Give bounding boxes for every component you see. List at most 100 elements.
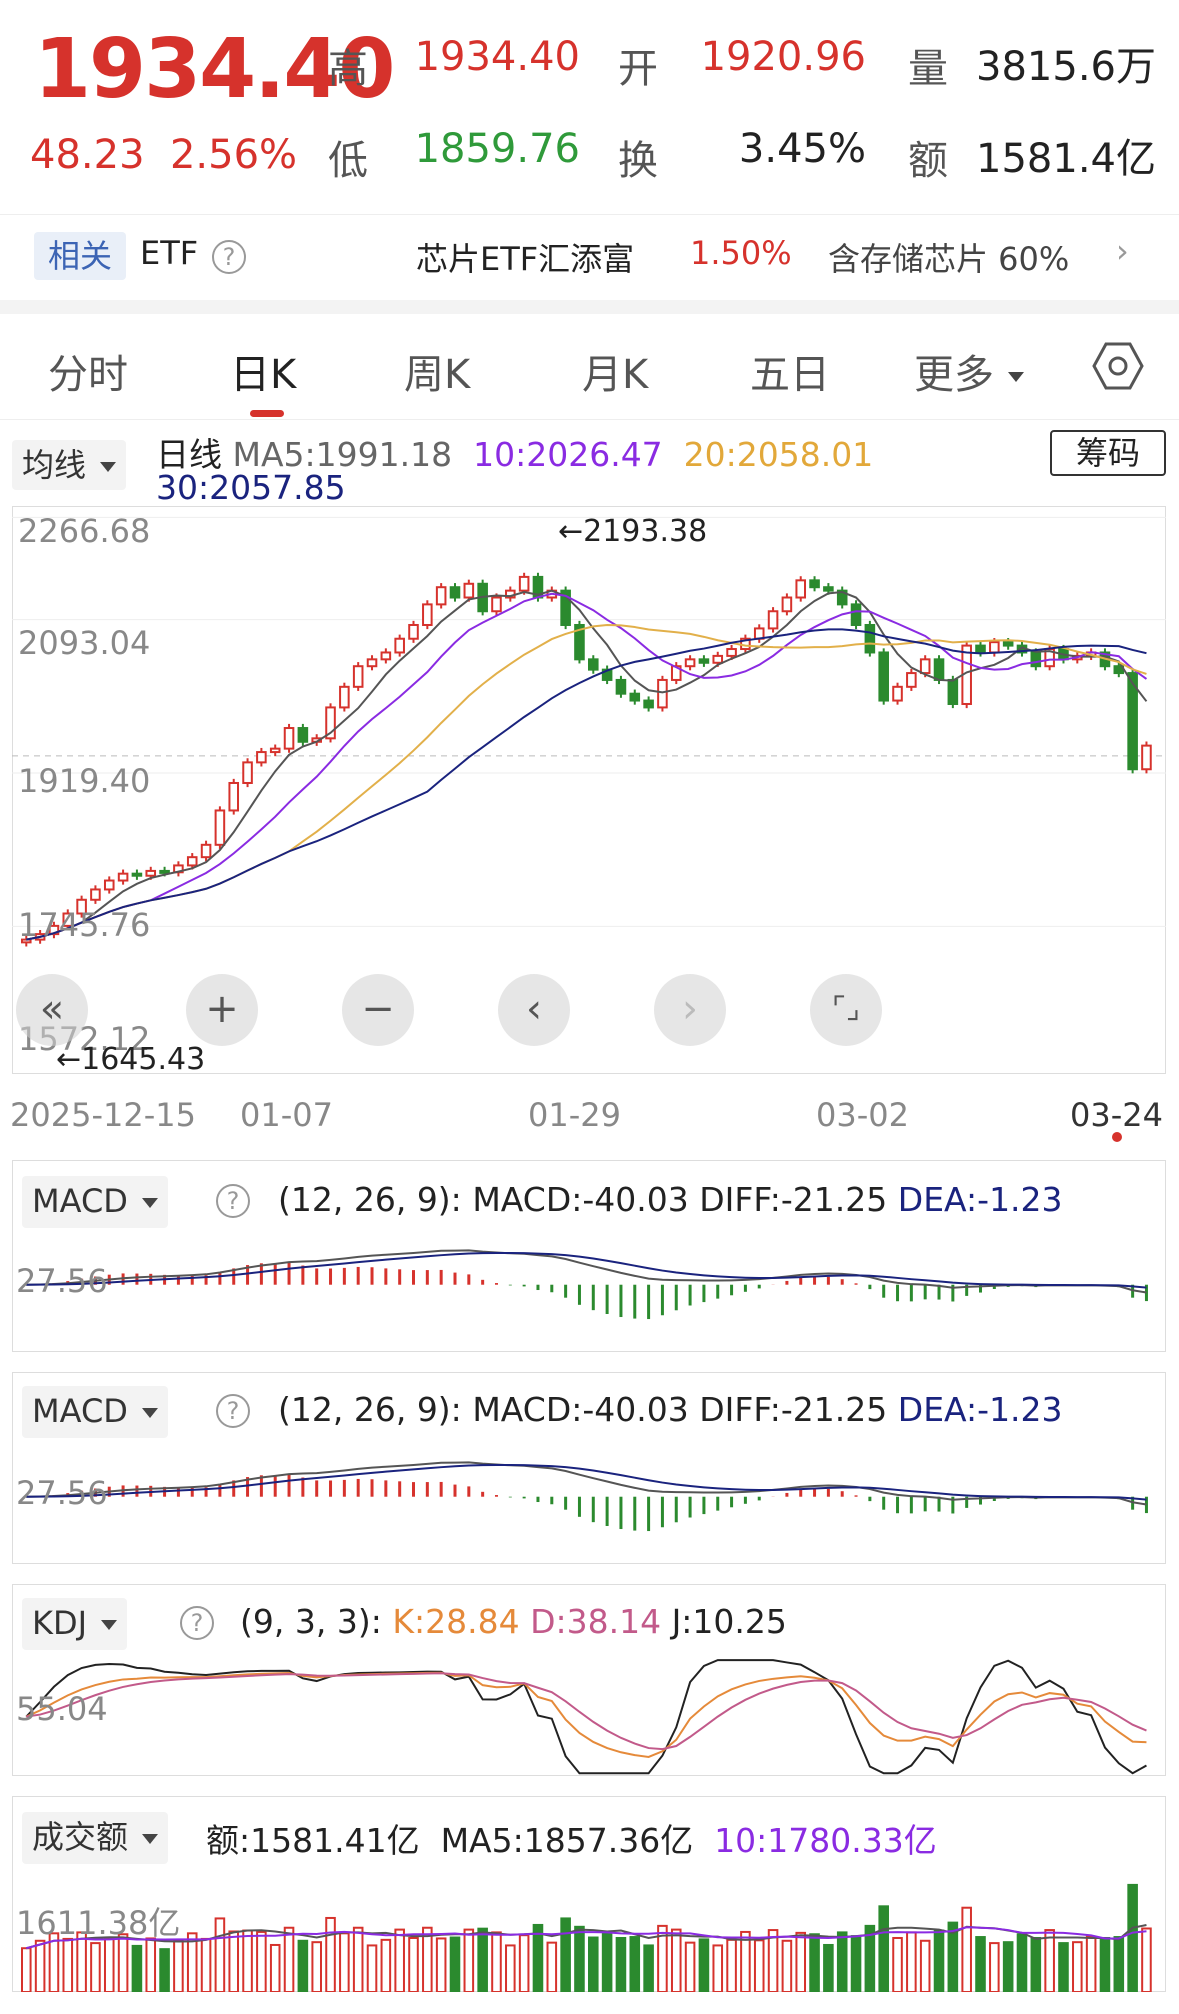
settings-icon[interactable] — [1092, 340, 1144, 392]
amount-bar — [588, 1936, 599, 1992]
chip-button[interactable]: 筹码 — [1050, 430, 1166, 476]
amount-bar — [892, 1936, 903, 1992]
candle — [574, 623, 585, 661]
macd-panel[interactable] — [12, 1372, 1166, 1564]
amount-bar — [795, 1931, 807, 1992]
ma10-line — [26, 592, 1148, 941]
price-change: 48.23 2.56% — [30, 132, 298, 178]
candle — [809, 579, 820, 589]
candle — [878, 651, 889, 702]
candle — [684, 658, 696, 668]
macd-dropdown[interactable]: MACD — [22, 1176, 168, 1228]
candle — [1127, 672, 1138, 771]
etf-pct: 1.50% — [690, 234, 792, 272]
turnover-label: 换 — [618, 138, 658, 184]
open-label: 开 — [618, 46, 658, 92]
help-icon[interactable]: ? — [180, 1606, 214, 1640]
amount-bar — [145, 1937, 157, 1992]
candle — [325, 706, 336, 740]
tab-more[interactable]: 更多 — [914, 342, 1024, 400]
amount-chart — [21, 1883, 1152, 1992]
amount-bar — [823, 1943, 834, 1992]
ma-dropdown[interactable]: 均线 — [12, 440, 127, 490]
chevron-right-icon[interactable]: › — [654, 974, 726, 1046]
candle — [726, 648, 737, 657]
candle — [242, 761, 253, 784]
macd-dropdown[interactable]: MACD — [22, 1386, 168, 1438]
amount-bar — [422, 1926, 433, 1992]
candle — [781, 596, 793, 613]
candle — [352, 665, 364, 688]
tab-monthly[interactable]: 月K — [582, 352, 649, 398]
candle — [1141, 744, 1152, 771]
tab-daily[interactable]: 日K — [230, 352, 297, 398]
macd-info: (12, 26, 9): MACD:-40.03 DIFF:-21.25 DEA… — [278, 1180, 1063, 1219]
amount-value: 1581.4亿 — [976, 136, 1156, 182]
candle — [422, 603, 433, 626]
x-tick: 03-24 — [1070, 1096, 1163, 1134]
fullscreen-icon[interactable]: ⌜⌟ — [810, 974, 882, 1046]
candle — [366, 658, 378, 668]
chevron-left-icon[interactable]: ‹ — [498, 974, 570, 1046]
candle — [408, 623, 419, 640]
candlestick-panel[interactable] — [12, 506, 1166, 1074]
amount-bar — [753, 1939, 765, 1992]
tab-intraday[interactable]: 分时 — [48, 352, 128, 398]
candle — [339, 685, 350, 709]
amount-bar — [62, 1937, 74, 1992]
candle — [767, 610, 779, 630]
help-icon[interactable]: ? — [216, 1184, 250, 1218]
x-tick: 01-07 — [240, 1096, 333, 1134]
y-tick: 2093.04 — [18, 624, 151, 662]
amount-bar — [601, 1930, 613, 1992]
chevron-right-icon[interactable]: › — [1116, 232, 1129, 270]
candle — [615, 678, 627, 695]
candle — [1030, 651, 1042, 668]
amount-bar — [214, 1917, 226, 1992]
amount-bar — [919, 1939, 931, 1992]
amount-dropdown[interactable]: 成交额 — [22, 1812, 169, 1864]
candle — [795, 579, 807, 599]
etf-name[interactable]: 芯片ETF汇添富 — [416, 240, 635, 278]
amount-bar — [767, 1929, 779, 1992]
zoom-out-icon[interactable]: − — [342, 974, 414, 1046]
candle — [145, 869, 157, 877]
j-line — [25, 1659, 1147, 1775]
amount-bar — [657, 1924, 668, 1992]
low-annotation: ←1645.43 — [56, 1042, 206, 1077]
ma-info: 日线 MA5:1991.18 10:2026.47 20:2058.01 — [156, 435, 874, 474]
amount-bar — [574, 1925, 585, 1992]
scroll-left-icon[interactable]: « — [16, 974, 88, 1046]
zoom-in-icon[interactable]: + — [186, 974, 258, 1046]
related-etf-bar[interactable] — [0, 214, 1179, 296]
amount-bar — [615, 1936, 627, 1992]
amount-bar — [1072, 1941, 1083, 1992]
etf-label: ETF — [140, 234, 199, 272]
amount-bar — [698, 1938, 710, 1992]
candle — [394, 637, 405, 654]
amount-bar — [629, 1936, 641, 1992]
etf-holding: 含存储芯片 60% — [828, 240, 1070, 278]
help-icon[interactable]: ? — [216, 1394, 250, 1428]
candle — [698, 658, 710, 664]
amount-bar — [228, 1930, 240, 1992]
candle — [975, 644, 986, 654]
amount-bar — [726, 1938, 737, 1992]
help-icon[interactable]: ? — [212, 240, 246, 274]
candle — [947, 678, 959, 705]
amount-ma10-line — [26, 1926, 1147, 1950]
amount-bar — [491, 1931, 502, 1992]
candle — [76, 898, 87, 915]
amount-bar — [740, 1930, 751, 1992]
macd-panel[interactable] — [12, 1160, 1166, 1352]
amount-bar — [532, 1923, 544, 1992]
tab-weekly[interactable]: 周K — [404, 352, 471, 398]
kdj-panel[interactable] — [12, 1584, 1166, 1776]
amount-bar — [1127, 1883, 1138, 1992]
kdj-dropdown[interactable]: KDJ — [22, 1598, 128, 1650]
amount-info: 额:1581.41亿 MA5:1857.36亿 10:1780.33亿 — [206, 1821, 937, 1860]
tab-five-day[interactable]: 五日 — [750, 352, 830, 398]
y-tick: 1919.40 — [18, 762, 151, 800]
chevron-down-icon — [101, 1620, 118, 1630]
amount-bar — [518, 1934, 530, 1992]
